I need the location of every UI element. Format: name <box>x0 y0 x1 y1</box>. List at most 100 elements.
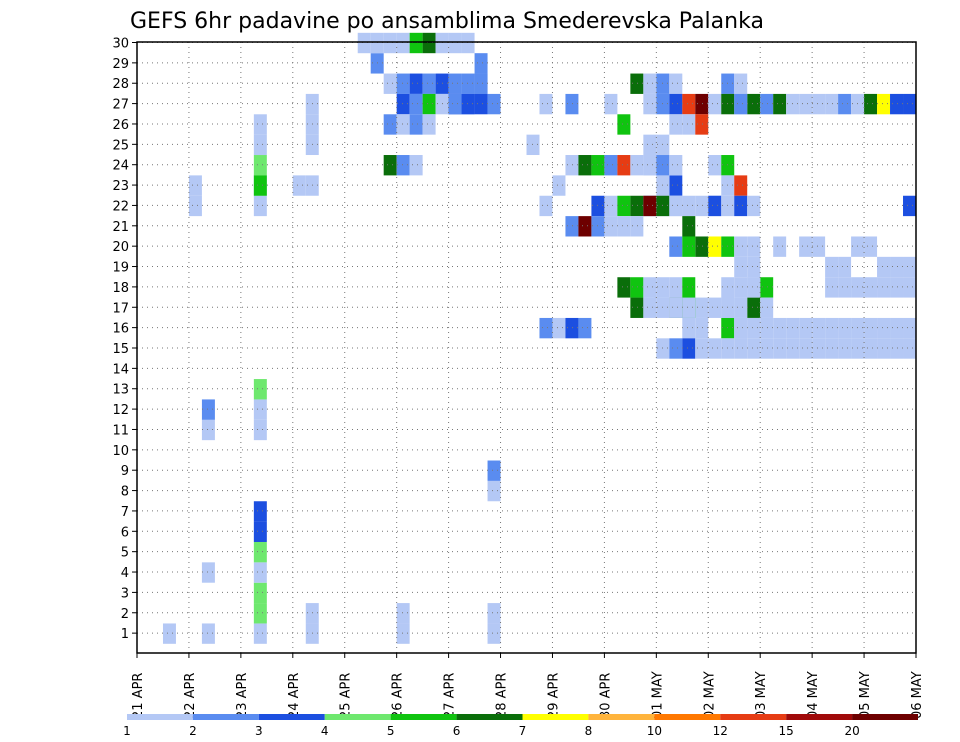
legend-label: 2 <box>189 724 197 738</box>
heatmap-cell <box>201 399 215 420</box>
heatmap-cell <box>396 155 410 176</box>
y-tick-label: 7 <box>121 505 129 520</box>
heatmap-cell <box>734 236 748 257</box>
y-tick-label: 25 <box>112 138 129 153</box>
heatmap-cell <box>734 338 748 359</box>
heatmap-cell <box>864 317 878 339</box>
heatmap-cell <box>656 93 670 115</box>
heatmap-cell <box>669 236 683 257</box>
legend-label: 5 <box>387 724 395 738</box>
y-tick-label: 6 <box>121 525 129 540</box>
heatmap-cell <box>474 93 488 115</box>
heatmap-cell <box>838 93 852 115</box>
heatmap-cell <box>305 134 319 156</box>
heatmap-cell <box>890 317 904 339</box>
heatmap-cell <box>253 114 267 135</box>
heatmap-cell <box>539 317 553 339</box>
heatmap-cell <box>825 317 839 339</box>
heatmap-cell <box>682 93 696 115</box>
y-tick-label: 28 <box>112 77 129 92</box>
heatmap-cell <box>669 175 683 196</box>
heatmap-cell <box>864 93 878 115</box>
legend-label: 12 <box>713 724 728 738</box>
heatmap-cell <box>643 277 657 298</box>
heatmap-cell <box>253 623 267 644</box>
heatmap-cell <box>812 236 826 257</box>
y-tick-label: 2 <box>121 607 129 622</box>
y-tick-label: 16 <box>112 322 129 337</box>
y-tick-label: 13 <box>112 383 129 398</box>
heatmap-cell <box>396 73 410 94</box>
y-tick-label: 21 <box>112 220 129 235</box>
heatmap-cell <box>656 155 670 176</box>
heatmap-cell <box>695 338 709 359</box>
heatmap-cell <box>760 338 774 359</box>
heatmap-cell <box>734 73 748 94</box>
legend-label: 20 <box>844 724 859 738</box>
heatmap-cell <box>682 195 696 217</box>
x-tick-label: 06 MAY <box>910 671 925 719</box>
heatmap-cell <box>903 317 916 339</box>
legend-swatch <box>192 714 259 720</box>
x-tick-label: 05 MAY <box>858 671 873 719</box>
heatmap-cell <box>903 93 916 115</box>
heatmap-cell <box>474 53 488 74</box>
x-tick-label: 04 MAY <box>806 671 821 719</box>
heatmap-cell <box>799 236 813 257</box>
heatmap-cell <box>721 338 735 359</box>
heatmap-cell <box>825 93 839 115</box>
heatmap-cell <box>760 277 774 298</box>
heatmap-cell <box>695 297 709 318</box>
heatmap-cell <box>669 155 683 176</box>
heatmap-cell <box>747 93 761 115</box>
heatmap-cell <box>617 277 631 298</box>
heatmap-cell <box>396 623 410 644</box>
heatmap-cell <box>630 195 644 217</box>
heatmap-cell <box>669 277 683 298</box>
heatmap-cell <box>825 256 839 278</box>
x-tick-label: 27 APR <box>443 673 458 719</box>
x-tick-label: 24 APR <box>287 673 302 719</box>
y-tick-label: 29 <box>112 57 129 72</box>
heatmap-cell <box>747 338 761 359</box>
legend-swatch <box>852 714 918 720</box>
heatmap-cell <box>422 93 436 115</box>
heatmap-cell <box>487 460 501 481</box>
heatmap-cell <box>487 603 501 624</box>
heatmap-cell <box>773 236 787 257</box>
heatmap-cell <box>734 256 748 278</box>
y-axis: 1234567891011121314151617181920212223242… <box>112 37 137 642</box>
heatmap-cell <box>422 32 436 54</box>
legend-swatch <box>390 714 457 720</box>
y-tick-label: 11 <box>112 423 129 438</box>
heatmap-cell <box>682 236 696 257</box>
x-tick-label: 28 APR <box>495 673 510 719</box>
legend-label: 7 <box>519 724 527 738</box>
heatmap-cell <box>383 73 397 94</box>
heatmap-cell <box>721 155 735 176</box>
heatmap-cell <box>890 93 904 115</box>
heatmap-cell <box>695 195 709 217</box>
heatmap-cell <box>682 338 696 359</box>
heatmap-cell <box>669 338 683 359</box>
heatmap-cell <box>656 195 670 217</box>
heatmap-cell <box>786 338 800 359</box>
heatmap-cell <box>825 277 839 298</box>
y-tick-label: 24 <box>112 159 129 174</box>
heatmap-cell <box>747 195 761 217</box>
heatmap-cell <box>370 32 384 54</box>
heatmap-cell <box>708 297 722 318</box>
heatmap-cell <box>760 93 774 115</box>
heatmap-cell <box>487 480 501 502</box>
heatmap-cell <box>253 501 267 522</box>
heatmap-cell <box>799 317 813 339</box>
heatmap-cell <box>734 277 748 298</box>
heatmap-cell <box>162 623 176 644</box>
heatmap-cell <box>565 216 579 237</box>
x-tick-label: 25 APR <box>339 673 354 719</box>
heatmap-cell <box>396 114 410 135</box>
heatmap-cell <box>864 277 878 298</box>
heatmap-cell <box>565 317 579 339</box>
heatmap-cell <box>851 277 865 298</box>
legend-swatch <box>127 714 193 720</box>
